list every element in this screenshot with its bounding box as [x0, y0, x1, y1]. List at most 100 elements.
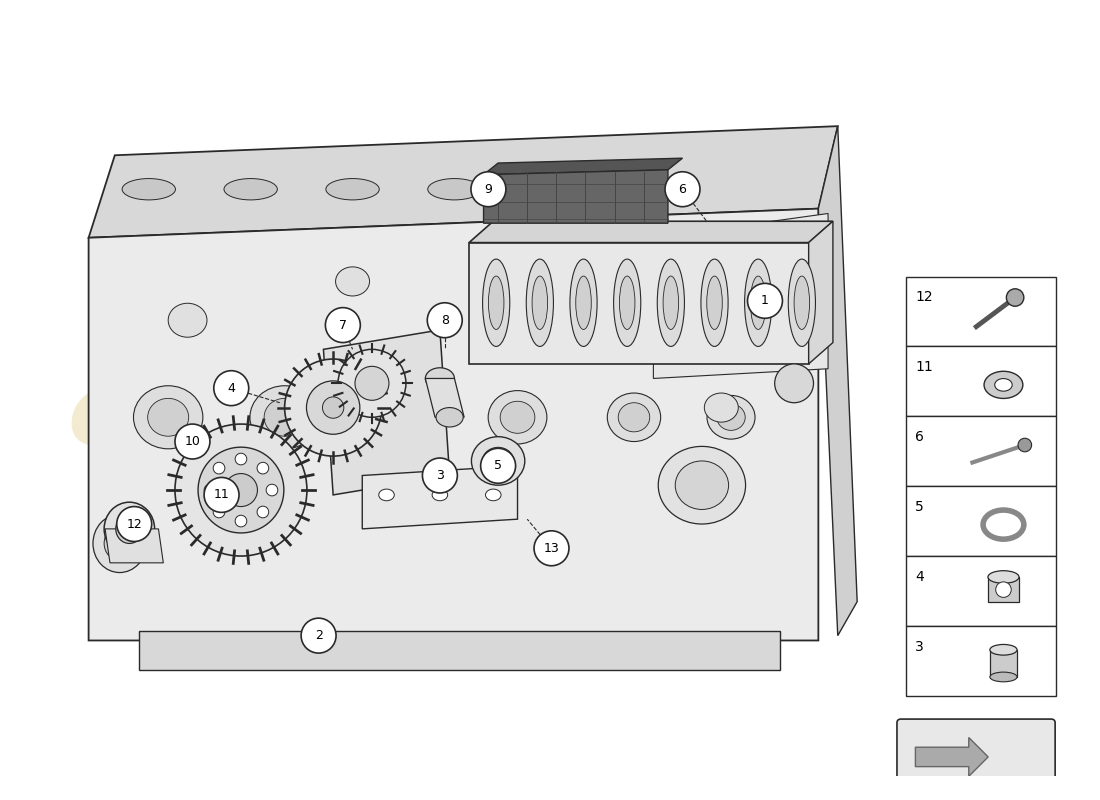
Circle shape	[322, 397, 344, 418]
Ellipse shape	[700, 272, 744, 310]
Ellipse shape	[483, 447, 514, 474]
Circle shape	[996, 582, 1011, 598]
Bar	[905, 486, 1056, 556]
Circle shape	[422, 458, 458, 493]
Polygon shape	[484, 170, 668, 223]
Circle shape	[326, 308, 361, 342]
Circle shape	[235, 515, 246, 527]
Ellipse shape	[472, 437, 525, 486]
Polygon shape	[323, 330, 450, 495]
Circle shape	[471, 172, 506, 206]
Text: 5: 5	[494, 459, 502, 472]
Polygon shape	[362, 466, 517, 529]
Text: 3: 3	[915, 639, 924, 654]
Text: 3: 3	[436, 469, 443, 482]
Circle shape	[205, 484, 216, 496]
Polygon shape	[653, 214, 828, 378]
Ellipse shape	[147, 398, 189, 436]
Ellipse shape	[758, 314, 792, 346]
Ellipse shape	[326, 178, 379, 200]
Circle shape	[285, 359, 382, 456]
Ellipse shape	[264, 398, 305, 436]
Ellipse shape	[575, 276, 592, 330]
Circle shape	[175, 424, 210, 459]
Circle shape	[235, 454, 246, 465]
Ellipse shape	[532, 276, 548, 330]
Circle shape	[534, 531, 569, 566]
Ellipse shape	[994, 378, 1012, 391]
Circle shape	[427, 302, 462, 338]
Text: 4: 4	[228, 382, 235, 394]
Ellipse shape	[784, 336, 814, 363]
Circle shape	[748, 283, 782, 318]
Polygon shape	[484, 158, 682, 174]
Ellipse shape	[984, 371, 1023, 398]
Polygon shape	[818, 126, 857, 636]
Text: eurocars: eurocars	[67, 369, 560, 466]
Polygon shape	[808, 222, 833, 364]
Circle shape	[301, 618, 337, 653]
Ellipse shape	[988, 570, 1019, 583]
Circle shape	[224, 474, 257, 506]
Bar	[905, 556, 1056, 626]
Ellipse shape	[168, 303, 207, 338]
Ellipse shape	[707, 395, 755, 439]
Polygon shape	[139, 630, 780, 670]
Circle shape	[257, 462, 268, 474]
Circle shape	[205, 478, 239, 512]
Ellipse shape	[789, 259, 815, 346]
Ellipse shape	[704, 393, 738, 422]
Ellipse shape	[485, 489, 501, 501]
Polygon shape	[915, 738, 988, 776]
Polygon shape	[469, 242, 808, 364]
Text: 11: 11	[213, 489, 230, 502]
Text: 11: 11	[915, 360, 933, 374]
Text: 7: 7	[339, 318, 346, 331]
Ellipse shape	[488, 390, 547, 444]
Ellipse shape	[104, 526, 135, 561]
Text: 115 02: 115 02	[946, 790, 1004, 800]
FancyBboxPatch shape	[896, 719, 1055, 800]
Ellipse shape	[122, 178, 176, 200]
Ellipse shape	[366, 386, 436, 449]
Ellipse shape	[614, 259, 641, 346]
Ellipse shape	[104, 502, 155, 555]
Circle shape	[198, 447, 284, 533]
Circle shape	[117, 506, 152, 542]
Ellipse shape	[607, 393, 661, 442]
Ellipse shape	[663, 342, 702, 376]
Bar	[905, 626, 1056, 696]
Circle shape	[307, 381, 360, 434]
Polygon shape	[469, 222, 833, 242]
Bar	[988, 577, 1019, 602]
Ellipse shape	[570, 259, 597, 346]
Text: 12: 12	[126, 518, 142, 530]
Polygon shape	[89, 126, 838, 238]
Ellipse shape	[744, 287, 777, 314]
Ellipse shape	[745, 259, 772, 346]
Ellipse shape	[381, 398, 421, 436]
Circle shape	[257, 506, 268, 518]
Circle shape	[338, 350, 406, 418]
Ellipse shape	[619, 276, 635, 330]
Ellipse shape	[378, 489, 394, 501]
Text: 8: 8	[441, 314, 449, 326]
Text: 5: 5	[915, 500, 924, 514]
Text: 6: 6	[915, 430, 924, 444]
Ellipse shape	[990, 645, 1018, 655]
Bar	[905, 346, 1056, 416]
Ellipse shape	[563, 310, 607, 350]
Text: 10: 10	[185, 435, 200, 448]
Ellipse shape	[488, 276, 504, 330]
Text: a passion for parts since 1985: a passion for parts since 1985	[151, 500, 613, 529]
Ellipse shape	[428, 178, 481, 200]
Text: 1: 1	[761, 294, 769, 307]
Polygon shape	[426, 378, 464, 418]
Ellipse shape	[116, 514, 143, 543]
Ellipse shape	[794, 276, 810, 330]
Ellipse shape	[436, 407, 463, 427]
Ellipse shape	[500, 402, 535, 434]
Ellipse shape	[717, 404, 745, 430]
Ellipse shape	[750, 276, 766, 330]
Ellipse shape	[707, 276, 723, 330]
